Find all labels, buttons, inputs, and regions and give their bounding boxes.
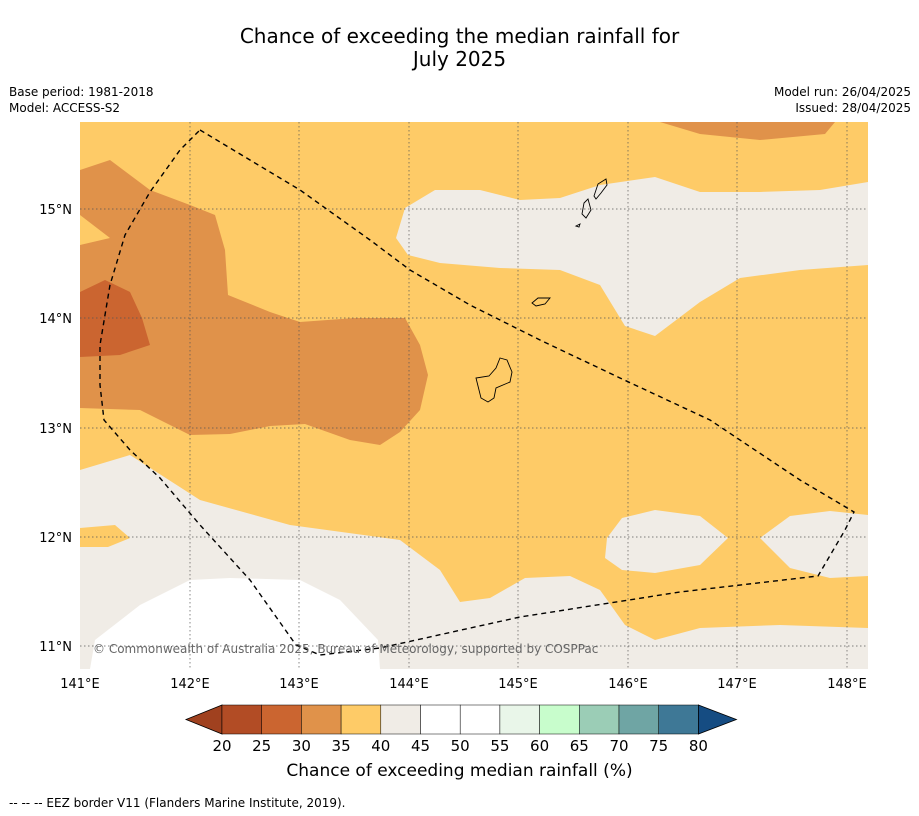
colorbar-swatch xyxy=(340,704,382,735)
colorbar-tick-label: 80 xyxy=(689,737,708,755)
longitude-tick-label: 145°E xyxy=(498,677,538,692)
map-title-line1: Chance of exceeding the median rainfall … xyxy=(239,24,680,48)
model-label: Model: ACCESS-S2 xyxy=(9,101,121,115)
longitude-tick-label: 142°E xyxy=(170,677,210,692)
colorbar: 20 25 30 35 40 45 50 55 60 65 70 75 80 xyxy=(184,704,738,755)
colorbar-tick-label: 65 xyxy=(570,737,589,755)
colorbar-high-extension xyxy=(698,704,738,735)
grid-lines xyxy=(80,122,868,669)
longitude-tick-label: 147°E xyxy=(717,677,757,692)
colorbar-swatch xyxy=(301,704,342,735)
latitude-tick-label: 12°N xyxy=(39,531,72,546)
colorbar-tick-label: 35 xyxy=(332,737,351,755)
longitude-tick-label: 148°E xyxy=(827,677,867,692)
island-outlines xyxy=(475,178,608,403)
eez-footnote: -- -- -- EEZ border V11 (Flanders Marine… xyxy=(9,796,346,810)
latitude-tick-label: 15°N xyxy=(39,203,72,218)
colorbar-swatch xyxy=(221,704,262,735)
model-run-label: Model run: 26/04/2025 xyxy=(773,85,911,99)
island-rota xyxy=(531,297,551,307)
zone-45-55-south xyxy=(90,578,380,669)
colorbar-title: Chance of exceeding median rainfall (%) xyxy=(286,761,633,781)
zone-40-45-east-oval-1 xyxy=(605,510,728,573)
colorbar-swatch xyxy=(499,704,540,735)
longitude-tick-label: 143°E xyxy=(279,677,319,692)
zone-35-40-west-tongue xyxy=(80,525,130,547)
colorbar-swatch xyxy=(658,704,699,735)
colorbar-swatch xyxy=(261,704,302,735)
latitude-tick-label: 14°N xyxy=(39,312,72,327)
longitude-tick-labels: 141°E 142°E 143°E 144°E 145°E 146°E 147°E 148°E xyxy=(60,677,867,692)
island-saipan xyxy=(593,178,608,200)
longitude-tick-label: 146°E xyxy=(608,677,648,692)
map-title-line2: July 2025 xyxy=(412,47,507,71)
colorbar-tick-label: 70 xyxy=(609,737,628,755)
colorbar-tick-label: 30 xyxy=(292,737,311,755)
colorbar-tick-label: 25 xyxy=(252,737,271,755)
zone-25-30-west xyxy=(80,280,150,357)
latitude-tick-labels: 15°N 14°N 13°N 12°N 11°N xyxy=(39,203,72,655)
eez-border xyxy=(99,129,855,656)
colorbar-swatch xyxy=(539,704,580,735)
colorbar-tick-label: 75 xyxy=(649,737,668,755)
copyright-label: © Commonwealth of Australia 2025, Bureau… xyxy=(93,642,598,656)
island-aguijan xyxy=(574,223,581,228)
issued-label: Issued: 28/04/2025 xyxy=(795,101,911,115)
colorbar-tick-label: 55 xyxy=(490,737,509,755)
latitude-tick-label: 13°N xyxy=(39,422,72,437)
colorbar-low-extension xyxy=(184,704,223,735)
zone-40-45-east-oval-2 xyxy=(760,511,868,578)
zone-30-35-west xyxy=(80,160,428,445)
colorbar-tick-label: 60 xyxy=(530,737,549,755)
longitude-tick-label: 141°E xyxy=(60,677,100,692)
colorbar-tick-label: 45 xyxy=(411,737,430,755)
colorbar-swatch xyxy=(579,704,620,735)
colorbar-swatch xyxy=(459,704,501,735)
zone-30-35-north xyxy=(660,122,835,140)
colorbar-tick-label: 40 xyxy=(371,737,390,755)
longitude-tick-label: 144°E xyxy=(389,677,429,692)
colorbar-swatch xyxy=(380,704,421,735)
island-tinian xyxy=(581,198,592,219)
meta-right: Model run: 26/04/2025 Issued: 28/04/2025 xyxy=(774,84,911,116)
latitude-tick-label: 11°N xyxy=(39,640,72,655)
colorbar-swatch xyxy=(420,704,461,735)
colorbar-swatch xyxy=(618,704,659,735)
meta-left: Base period: 1981-2018 Model: ACCESS-S2 xyxy=(9,84,154,116)
zone-40-45-northeast xyxy=(396,177,868,336)
colorbar-tick-label: 50 xyxy=(451,737,470,755)
island-guam xyxy=(475,357,513,403)
base-period-label: Base period: 1981-2018 xyxy=(9,85,154,99)
colorbar-tick-label: 20 xyxy=(212,737,231,755)
